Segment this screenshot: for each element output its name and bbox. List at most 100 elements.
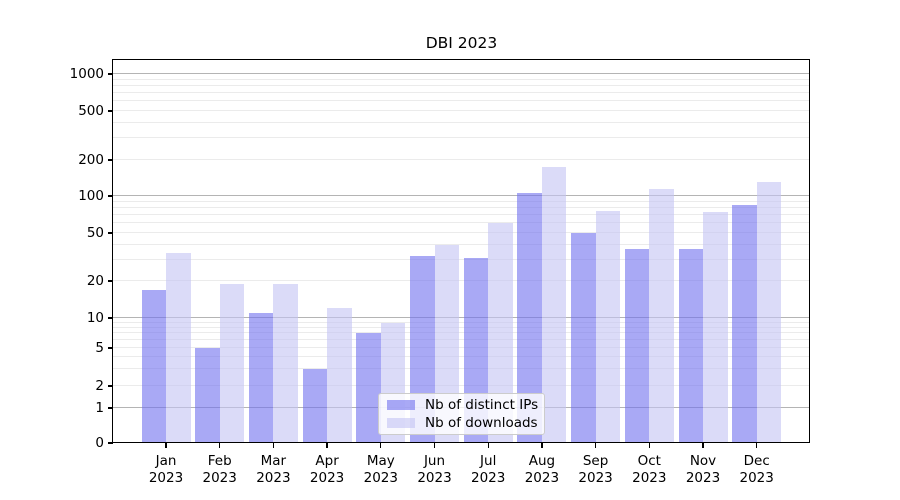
y-grid-minor <box>113 368 810 370</box>
y-grid-minor <box>113 110 810 111</box>
y-grid-minor <box>113 78 810 80</box>
x-tick-mark <box>380 443 382 448</box>
x-tick-label: Dec 2023 <box>739 453 774 486</box>
y-grid-minor <box>113 280 810 281</box>
y-grid-minor <box>113 121 810 123</box>
legend: Nb of distinct IPs Nb of downloads <box>378 393 545 435</box>
plot-area <box>113 60 810 443</box>
y-grid-minor <box>113 243 810 245</box>
y-tick-label: 200 <box>78 152 104 168</box>
legend-item-downloads: Nb of downloads <box>379 414 544 432</box>
bar-distinct-ips <box>195 348 220 443</box>
y-tick-label: 10 <box>86 310 104 326</box>
y-grid-minor <box>113 332 810 334</box>
y-grid-major <box>113 195 810 196</box>
y-tick-mark <box>108 442 113 444</box>
legend-item-distinct-ips: Nb of distinct IPs <box>379 396 544 414</box>
x-tick-mark <box>594 443 597 448</box>
y-grid-minor <box>113 200 810 202</box>
y-tick-label: 1000 <box>69 66 104 82</box>
y-grid-minor <box>113 214 810 216</box>
x-tick-label: Sep 2023 <box>578 453 613 486</box>
x-tick-mark <box>487 443 489 448</box>
legend-swatch-downloads-icon <box>387 418 415 428</box>
y-grid-minor <box>113 232 810 233</box>
x-tick-mark <box>702 443 704 448</box>
y-grid-minor <box>113 385 810 386</box>
y-tick-label: 50 <box>86 225 104 241</box>
x-tick-mark <box>541 443 543 448</box>
x-tick-mark <box>272 443 275 448</box>
y-tick-mark <box>108 385 113 387</box>
bar-downloads <box>649 189 674 443</box>
y-tick-mark <box>108 347 113 349</box>
bar-downloads <box>703 212 728 443</box>
y-tick-label: 500 <box>78 103 104 119</box>
chart-title: DBI 2023 <box>425 34 498 52</box>
x-tick-mark <box>326 443 328 448</box>
y-tick-label: 2 <box>95 378 104 394</box>
x-tick-label: Mar 2023 <box>256 453 291 486</box>
y-grid-minor <box>113 326 810 328</box>
bar-distinct-ips <box>732 204 757 443</box>
bar-downloads <box>219 283 245 443</box>
y-tick-label: 0 <box>95 435 104 451</box>
y-tick-label: 20 <box>86 273 104 289</box>
bar-downloads <box>595 210 621 443</box>
x-tick-label: Oct 2023 <box>632 453 667 486</box>
y-grid-minor <box>113 92 810 94</box>
bar-distinct-ips <box>624 248 650 443</box>
bar-distinct-ips <box>678 248 703 443</box>
y-grid-minor <box>113 222 810 224</box>
bar-distinct-ips <box>356 333 381 443</box>
y-tick-mark <box>108 232 113 234</box>
y-grid-minor <box>113 347 810 348</box>
y-grid-minor <box>113 206 810 208</box>
bar-downloads <box>756 182 782 443</box>
bar-downloads <box>327 308 352 443</box>
bar-downloads <box>166 253 191 443</box>
y-tick-mark <box>108 195 113 197</box>
bar-downloads <box>541 166 567 443</box>
y-tick-label: 100 <box>78 188 104 204</box>
y-grid-major <box>113 73 810 74</box>
y-grid-minor <box>113 321 810 323</box>
y-grid-minor <box>113 137 810 139</box>
y-grid-minor <box>113 100 810 102</box>
legend-label-downloads: Nb of downloads <box>425 415 538 431</box>
bar-distinct-ips <box>248 312 274 443</box>
y-grid-minor <box>113 356 810 358</box>
bar-distinct-ips <box>141 289 166 443</box>
x-tick-label: Feb 2023 <box>202 453 237 486</box>
bar-distinct-ips <box>571 233 596 443</box>
y-grid-major <box>113 317 810 318</box>
x-tick-label: Jan 2023 <box>148 453 184 486</box>
y-grid-minor <box>113 159 810 160</box>
y-grid-minor <box>113 84 810 86</box>
y-tick-mark <box>108 280 113 282</box>
x-tick-label: Jul 2023 <box>471 453 506 486</box>
x-tick-mark <box>433 443 436 448</box>
x-tick-mark <box>219 443 221 448</box>
y-tick-mark <box>108 73 113 75</box>
x-tick-label: Jun 2023 <box>417 453 452 486</box>
x-tick-mark <box>756 443 758 448</box>
bar-distinct-ips <box>302 369 328 443</box>
y-tick-mark <box>108 407 113 409</box>
bar-downloads <box>273 283 298 443</box>
y-tick-mark <box>108 159 113 161</box>
x-tick-label: May 2023 <box>363 453 398 486</box>
y-tick-mark <box>108 317 113 319</box>
y-tick-mark <box>108 110 113 112</box>
legend-swatch-distinct-ips-icon <box>387 400 415 410</box>
legend-label-distinct-ips: Nb of distinct IPs <box>425 397 539 413</box>
x-tick-label: Apr 2023 <box>309 453 345 486</box>
x-tick-label: Aug 2023 <box>524 453 560 486</box>
y-tick-label: 5 <box>95 340 104 356</box>
y-grid-minor <box>113 339 810 341</box>
y-grid-minor <box>113 258 810 260</box>
y-tick-label: 1 <box>95 400 104 416</box>
x-tick-label: Nov 2023 <box>685 453 721 486</box>
x-tick-mark <box>165 443 167 448</box>
